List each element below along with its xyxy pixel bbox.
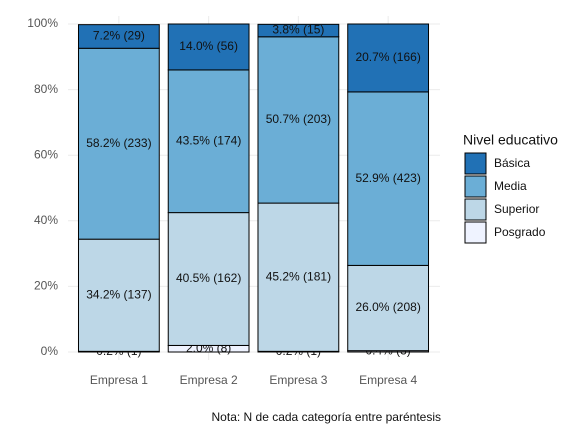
y-tick-label: 0% bbox=[41, 344, 59, 358]
data-label: 7.2% (29) bbox=[93, 29, 145, 43]
bar-segment bbox=[257, 23, 340, 38]
legend-label: Básica bbox=[494, 156, 530, 170]
x-tick-label: Empresa 2 bbox=[180, 373, 238, 387]
legend-title: Nivel educativo bbox=[463, 132, 558, 148]
legend-swatch bbox=[464, 175, 487, 198]
bar-segment bbox=[77, 24, 160, 49]
bar-segment bbox=[347, 91, 430, 266]
data-label: 26.0% (208) bbox=[355, 300, 420, 314]
y-tick-label: 60% bbox=[34, 147, 58, 161]
x-tick-label: Empresa 1 bbox=[90, 373, 148, 387]
y-tick-label: 40% bbox=[34, 213, 58, 227]
bar-segment bbox=[347, 264, 430, 352]
data-label: 20.7% (166) bbox=[355, 50, 420, 64]
data-label: 52.9% (423) bbox=[355, 171, 420, 185]
bar-segment bbox=[257, 36, 340, 204]
data-label: 58.2% (233) bbox=[86, 136, 151, 150]
bar-segment bbox=[77, 47, 160, 240]
data-label: 14.0% (56) bbox=[179, 39, 238, 53]
bar-segment bbox=[167, 212, 250, 346]
y-tick-label: 100% bbox=[27, 16, 58, 30]
legend-swatch bbox=[464, 221, 487, 244]
bar-segment bbox=[257, 202, 340, 352]
legend-label: Media bbox=[494, 179, 527, 193]
legend-swatch bbox=[464, 198, 487, 221]
y-tick-label: 20% bbox=[34, 279, 58, 293]
x-tick-label: Empresa 4 bbox=[359, 373, 417, 387]
legend-label: Superior bbox=[494, 202, 539, 216]
x-tick-label: Empresa 3 bbox=[269, 373, 327, 387]
bar-segment bbox=[77, 238, 160, 352]
data-label: 45.2% (181) bbox=[266, 269, 331, 283]
data-label: 50.7% (203) bbox=[266, 112, 331, 126]
caption: Nota: N de cada categoría entre paréntes… bbox=[212, 410, 441, 424]
y-tick-label: 80% bbox=[34, 82, 58, 96]
data-label: 40.5% (162) bbox=[176, 271, 241, 285]
legend-label: Posgrado bbox=[494, 225, 546, 239]
bar-segment bbox=[167, 23, 250, 71]
bar-segment bbox=[347, 23, 430, 93]
data-label: 3.8% (15) bbox=[272, 23, 324, 37]
data-label: 43.5% (174) bbox=[176, 133, 241, 147]
data-label: 34.2% (137) bbox=[86, 287, 151, 301]
legend-swatch bbox=[464, 152, 487, 175]
